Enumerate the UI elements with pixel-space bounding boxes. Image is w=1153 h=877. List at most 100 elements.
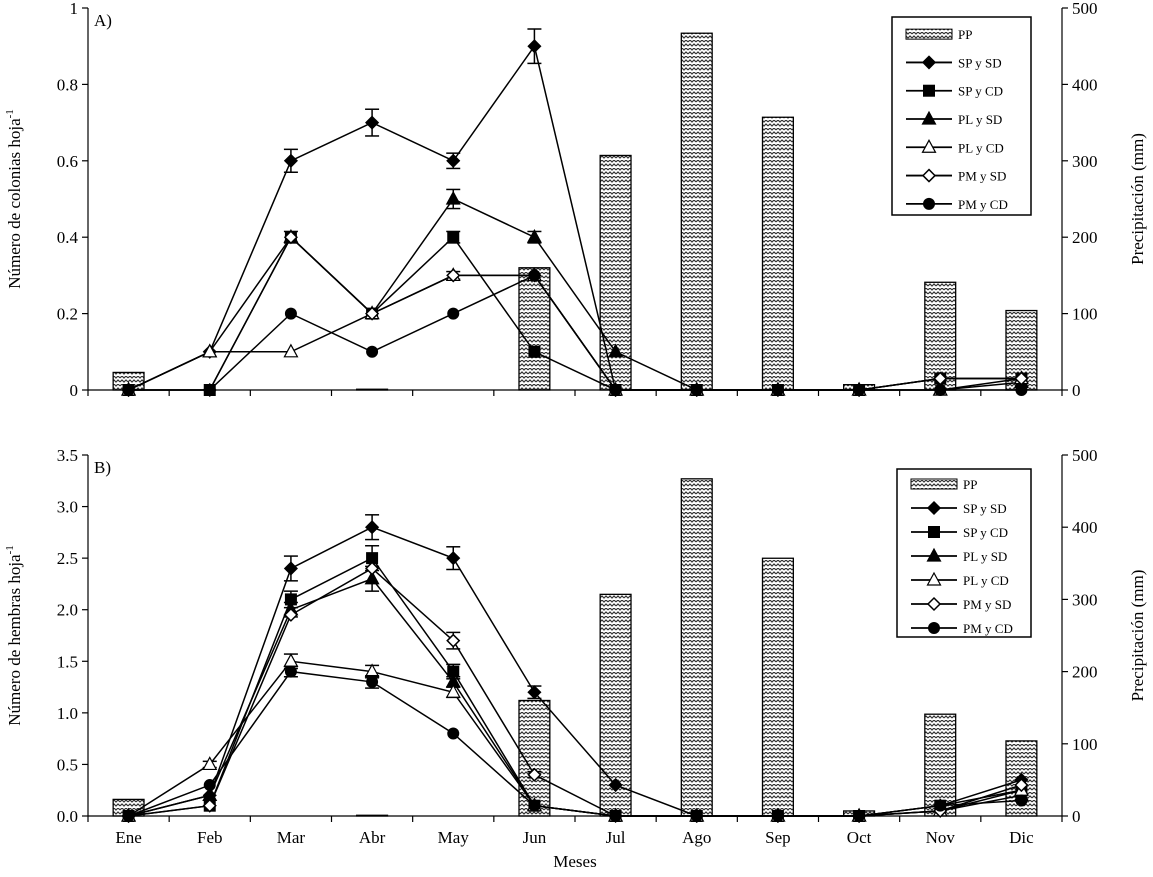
panel-a-legend-marker-0-shape [921,55,937,70]
panel-b-xtick-label-May: May [438,828,470,847]
panel-b-legend-label-3: PL y CD [963,573,1009,588]
panel-b-y2tick-label-4: 400 [1072,518,1098,537]
panel-b-series-4-point-11-shape [1014,777,1029,793]
panel-b-xtick-label-Abr: Abr [359,828,386,847]
panel-a-series-3-point-2 [283,343,299,358]
panel-b-series-5-point-1 [203,779,216,792]
panel-b-series-4-point-11 [1014,777,1029,793]
panel-b-series-0-point-2-shape [283,561,298,576]
panel-b-series-0-point-6 [608,777,623,793]
panel-b-series-0-point-3-shape [365,520,380,535]
panel-b-xtick-label-Jun: Jun [523,828,547,847]
panel-a-series-5-point-4 [447,307,460,320]
panel-a-series-0-point-3-shape [365,115,380,130]
panel-b-series-5-point-2 [284,665,297,678]
panel-b-y2tick-label-5: 500 [1072,446,1098,465]
panel-a-legend-marker-5-shape [923,197,935,210]
panel-b-series-0-point-3 [365,520,380,535]
panel-b-series-3-point-4 [445,683,461,698]
panel-b-series-5-point-9-shape [853,810,866,822]
panel-a-series-5-point-9 [853,384,866,396]
panel-a-series-2-point-6 [608,343,624,358]
panel-a-series-2-point-5-shape [526,228,542,243]
panel-a-legend-label-2: PL y SD [958,112,1002,127]
panel-a-series-2-point-4 [445,190,461,205]
panel-a-legend-swatch-pp [905,28,953,40]
panel-a-legend-marker-2-shape [921,110,937,125]
panel-b-series-5-point-3 [366,675,379,688]
panel-b-series-4-point-1-shape [202,798,217,813]
panel-a-series-2-point-4-shape [445,190,461,205]
panel-b-xtick-label-Dic: Dic [1009,828,1034,847]
panel-b-xtick-label-Oct: Oct [847,828,872,847]
panel-b-y2tick-label-3: 300 [1072,590,1098,609]
panel-a-series-0-point-4 [446,153,461,168]
panel-b-legend-marker-1 [928,526,940,538]
panel-a-series-5-point-7-shape [690,384,703,396]
panel-b-series-5-point-0-shape [122,810,135,822]
panel-a-series-4-point-4 [446,268,461,283]
panel-b-series-4-point-4-shape [446,633,461,648]
panel-a-series-5-point-10 [934,384,947,396]
panel-b-legend-marker-4-shape [926,596,942,612]
panel-a-y2tick-label-4: 400 [1072,75,1098,94]
panel-b-y-axis-title: Número de hembras hoja-1 [4,545,24,726]
panel-a-series-5-point-7 [690,384,703,396]
panel-b-series-3-point-4-shape [445,683,461,698]
panel-b-series-2-point-3 [364,570,380,585]
panel-a-bar-Sep [761,116,794,391]
panel-b-series-5-point-2-shape [284,665,297,678]
panel-b-series-5-line [128,670,1022,817]
panel-a-ytick-label-1: 0.2 [57,305,78,324]
panel-b-series-1-point-4-shape [447,665,460,678]
panel-a-series-5-line [128,274,1022,391]
panel-a-series-5-point-2 [284,307,297,320]
panel-b-x-axis-title: Meses [553,852,596,871]
panel-a-series-1-point-4 [447,231,460,244]
panel-b-series-0-point-2 [283,561,298,576]
panel-b-series-5-point-9 [853,810,866,822]
panel-a-series-5-point-5 [528,269,541,282]
panel-a-series-0-point-2 [283,153,298,168]
panel-a-y2tick-label-3: 300 [1072,152,1098,171]
panel-a-series-4-point-3-shape [365,306,380,321]
panel-a-series-0-point-3 [365,115,380,130]
panel-b-legend-label-4: PM y SD [963,597,1011,612]
panel-b-series-2-point-3-shape [364,570,380,585]
panel-a-legend-marker-4 [921,168,937,183]
panel-b-bar-Jul [599,593,632,817]
panel-a-series-1-point-5 [528,345,541,358]
panel-b-series-5 [122,665,1028,822]
panel-a-y-axis-title: Número de colonias hoja-1 [4,109,24,289]
panel-a-series-0-point-2-shape [283,153,298,168]
panel-b-label: B) [94,458,111,477]
panel-a-series-0-point-4-shape [446,153,461,168]
panel-a-series-5-point-10-shape [934,384,947,396]
panel-b-series-5-point-5-shape [528,799,541,812]
panel-a-y2tick-label-0: 0 [1072,381,1081,400]
panel-a-legend-box [891,16,1032,216]
panel-a: 0 0.2 0.4 0.6 0.8 1 0 100 200 300 400 500 Número de … [4,0,1147,400]
panel-a-legend-label-1: SP y CD [958,84,1003,99]
panel-a-series-5-point-0-shape [122,384,135,396]
panel-a-series-4-point-4-shape [446,268,461,283]
panel-b-series-5-point-8-shape [771,810,784,822]
panel-b-bar-Ago [680,478,713,817]
panel-a-label: A) [94,11,112,30]
panel-b-series-0-point-6-shape [608,777,623,793]
panel-a-legend-label-4: PM y SD [958,169,1006,184]
panel-b-legend-marker-4 [926,596,942,612]
panel-a-y2tick-label-2: 200 [1072,228,1098,247]
panel-b-legend-box [896,468,1032,638]
panel-b-series-5-point-11-shape [1015,794,1028,807]
panel-a-series-1 [122,230,1028,396]
panel-b-series-4-point-4 [446,633,461,648]
panel-b-series-5-point-10-shape [934,799,947,812]
panel-a-bar-Jun [518,267,551,391]
panel-b-legend-marker-2 [926,547,942,562]
panel-b-y-axis-title-main: Número de hembras hoja [5,554,24,726]
panel-a-series-5-point-0 [122,384,135,396]
panel-b-series-5-point-4 [447,727,460,740]
panel-a-legend-marker-0 [921,55,937,70]
